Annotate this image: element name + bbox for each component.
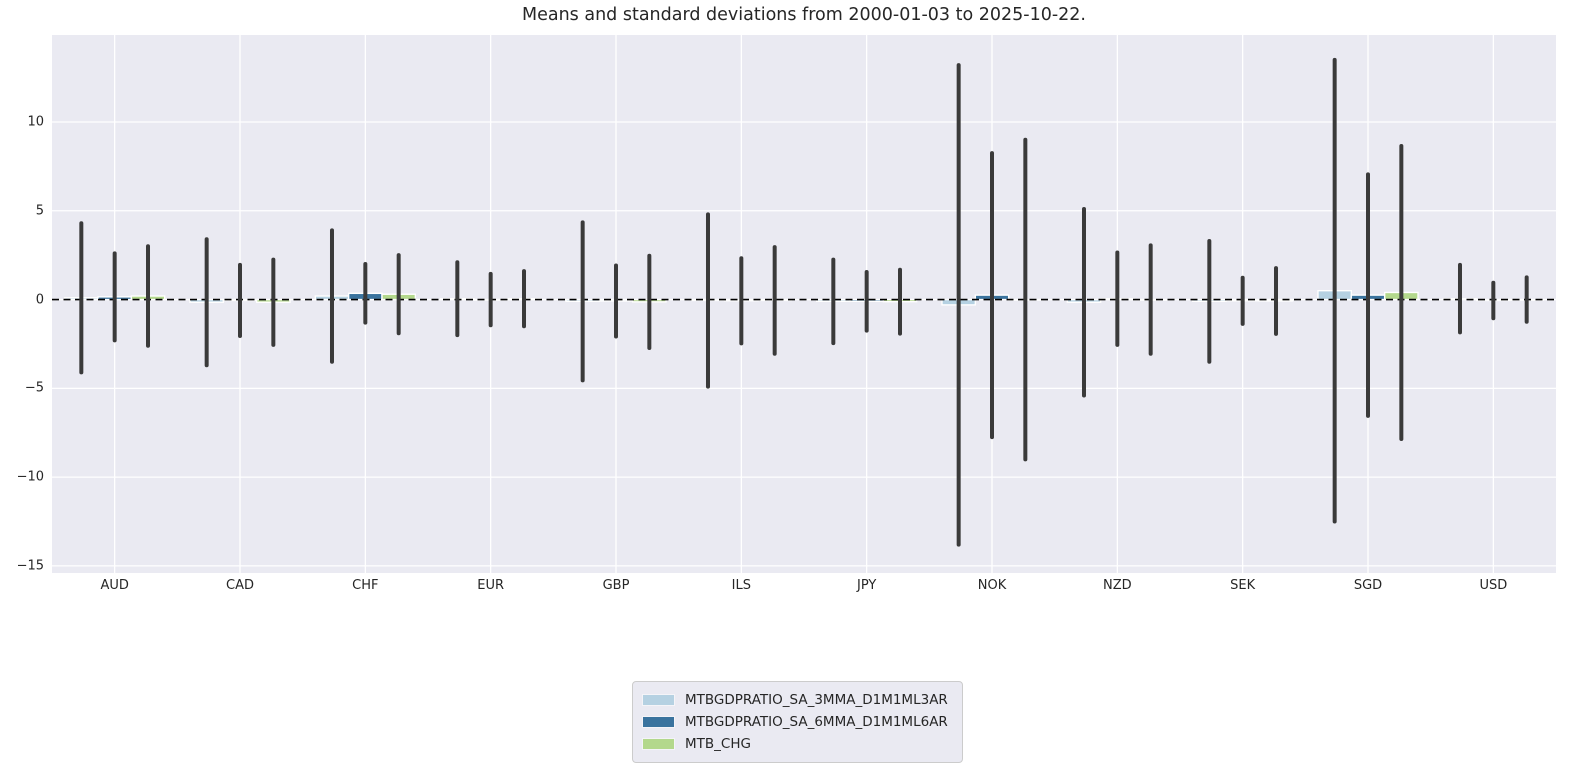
legend-swatch-icon	[642, 738, 675, 750]
y-tick-label: 0	[35, 292, 44, 308]
legend-row: MTBGDPRATIO_SA_3MMA_D1M1ML3AR	[642, 689, 948, 711]
legend-label: MTBGDPRATIO_SA_3MMA_D1M1ML3AR	[685, 692, 948, 708]
plot-area	[52, 35, 1556, 573]
axes-background	[52, 35, 1556, 573]
x-tick-label-CHF: CHF	[352, 578, 379, 593]
x-tick-label-SGD: SGD	[1353, 578, 1383, 593]
x-tick-label-AUD: AUD	[100, 578, 129, 593]
legend-swatch-icon	[642, 694, 675, 706]
legend-swatch-icon	[642, 716, 675, 728]
legend-row: MTB_CHG	[642, 733, 948, 755]
x-tick-label-NZD: NZD	[1103, 578, 1132, 593]
y-tick-label: −5	[24, 380, 44, 396]
y-tick-label: −15	[16, 558, 44, 574]
legend-label: MTBGDPRATIO_SA_6MMA_D1M1ML6AR	[685, 714, 948, 730]
x-tick-label-JPY: JPY	[856, 578, 877, 593]
y-tick-label: −10	[16, 469, 44, 485]
legend-label: MTB_CHG	[685, 736, 751, 752]
x-tick-label-EUR: EUR	[477, 578, 505, 593]
plot-svg	[52, 35, 1556, 573]
x-tick-label-CAD: CAD	[226, 578, 254, 593]
x-tick-label-NOK: NOK	[977, 578, 1007, 593]
x-tick-label-ILS: ILS	[731, 578, 751, 593]
x-tick-label-GBP: GBP	[602, 578, 630, 593]
x-tick-label-USD: USD	[1479, 578, 1508, 593]
y-tick-label: 5	[35, 203, 44, 219]
y-tick-label: 10	[27, 114, 44, 130]
legend-row: MTBGDPRATIO_SA_6MMA_D1M1ML6AR	[642, 711, 948, 733]
chart-title: Means and standard deviations from 2000-…	[522, 5, 1086, 25]
legend: MTBGDPRATIO_SA_3MMA_D1M1ML3AR MTBGDPRATIO…	[632, 681, 963, 763]
x-tick-label-SEK: SEK	[1230, 578, 1256, 593]
